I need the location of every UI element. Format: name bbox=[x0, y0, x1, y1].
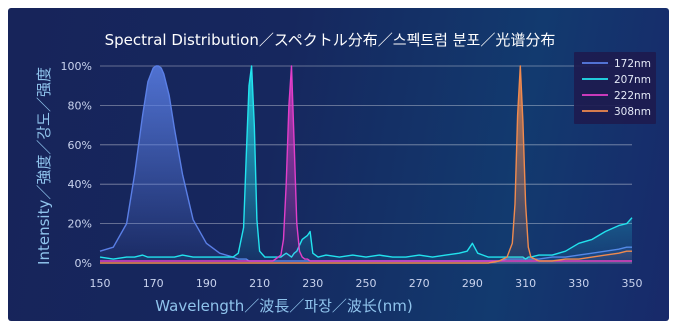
legend-label: 172nm bbox=[614, 58, 651, 70]
chart-title: Spectral Distribution／スペクトル分布／스펙트럼 분포／光谱… bbox=[105, 31, 556, 49]
spectral-chart: Spectral Distribution／スペクトル分布／스펙트럼 분포／光谱… bbox=[35, 31, 656, 315]
x-tick-labels: 150 170 190 210 230 250 270 290 310 330 350 bbox=[90, 277, 643, 290]
y-tick-label: 100% bbox=[61, 60, 92, 73]
x-tick-label: 310 bbox=[515, 277, 536, 290]
x-tick-label: 270 bbox=[409, 277, 430, 290]
x-tick-label: 170 bbox=[143, 277, 164, 290]
series-line-308nm bbox=[100, 65, 632, 264]
x-tick-label: 350 bbox=[622, 277, 643, 290]
chart-panel: Spectral Distribution／スペクトル分布／스펙트럼 분포／光谱… bbox=[8, 8, 669, 321]
x-tick-label: 290 bbox=[462, 277, 483, 290]
legend-label: 207nm bbox=[614, 74, 651, 86]
legend-label: 308nm bbox=[614, 106, 651, 118]
y-tick-label: 60% bbox=[68, 139, 92, 152]
x-tick-label: 210 bbox=[249, 277, 270, 290]
x-tick-label: 250 bbox=[356, 277, 377, 290]
legend: 172nm 207nm 222nm 308nm bbox=[574, 52, 656, 124]
x-tick-label: 150 bbox=[90, 277, 111, 290]
series-area-172nm bbox=[100, 66, 632, 263]
y-tick-labels: 0% 20% 40% 60% 80% 100% bbox=[61, 60, 92, 270]
y-tick-label: 20% bbox=[68, 218, 92, 231]
series-layer bbox=[99, 65, 633, 264]
x-tick-label: 190 bbox=[196, 277, 217, 290]
x-tick-label: 330 bbox=[568, 277, 589, 290]
y-tick-label: 0% bbox=[75, 257, 92, 270]
legend-label: 222nm bbox=[614, 90, 651, 102]
x-axis-label: Wavelength／波長／파장／波长(nm) bbox=[155, 297, 412, 315]
x-tick-label: 230 bbox=[302, 277, 323, 290]
legend-box bbox=[574, 52, 656, 124]
y-tick-label: 40% bbox=[68, 178, 92, 191]
y-tick-label: 80% bbox=[68, 99, 92, 112]
y-axis-label: Intensity／強度／강도／强度 bbox=[35, 67, 53, 265]
